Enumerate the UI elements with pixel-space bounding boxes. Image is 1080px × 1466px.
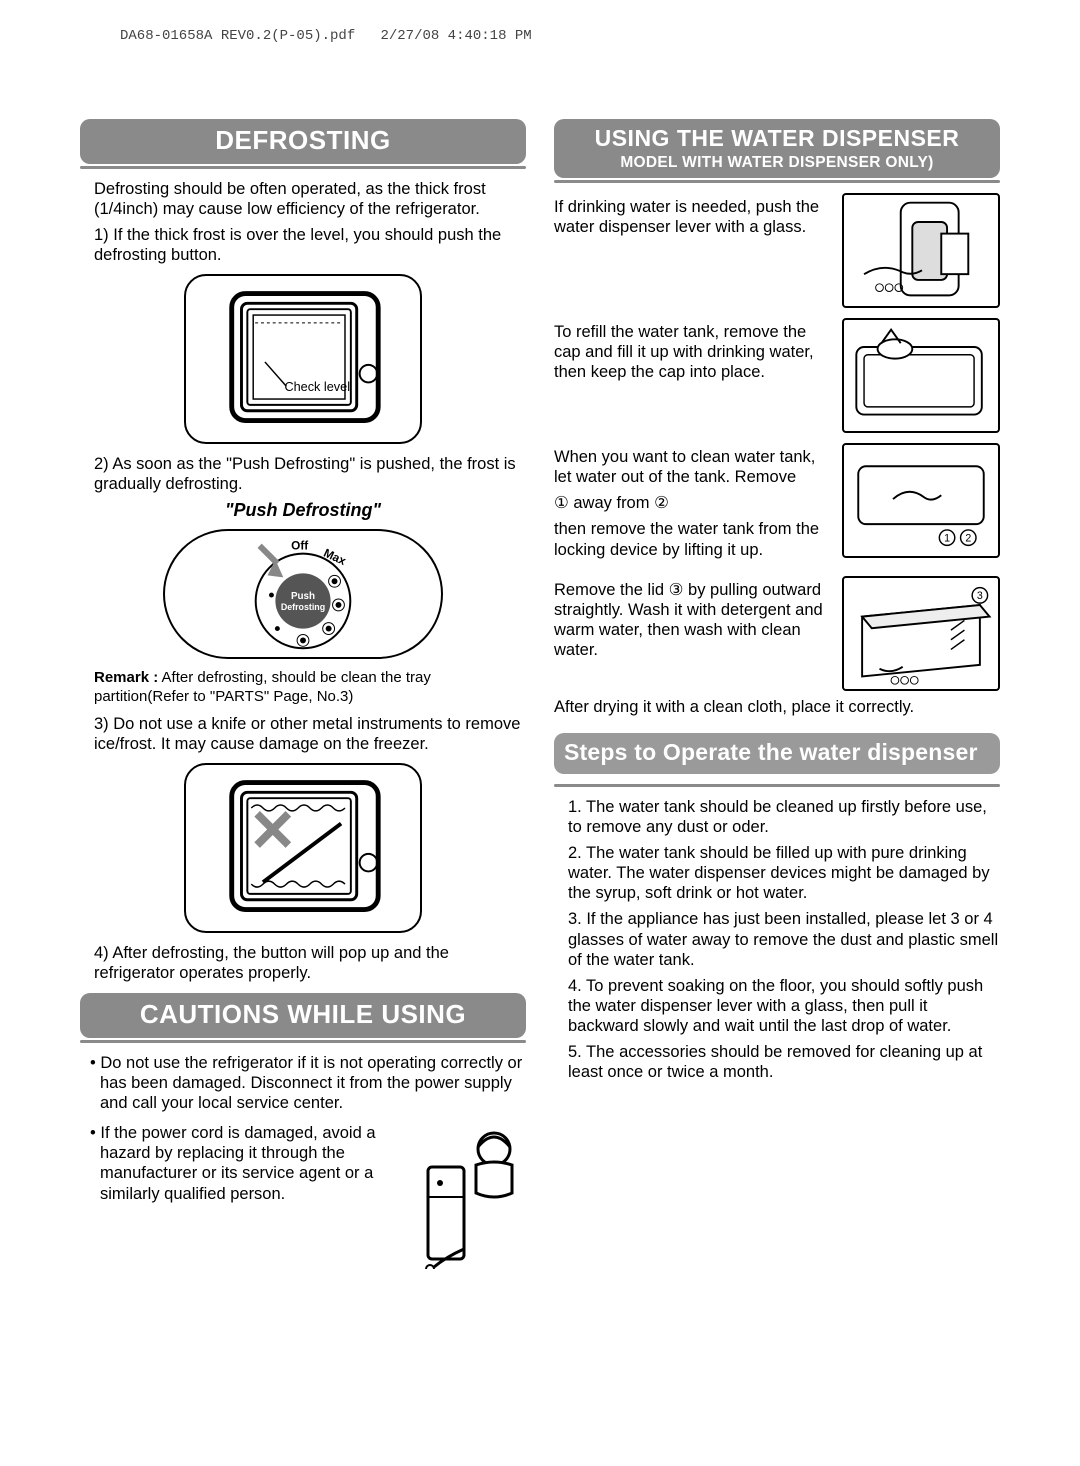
remove-tank-icon: 1 2	[842, 443, 1000, 558]
dispenser-p3d: Remove the lid ③ by pulling outward stra…	[554, 580, 832, 661]
dispenser-heading: USING THE WATER DISPENSER	[554, 119, 1000, 154]
svg-text:3: 3	[977, 590, 983, 602]
remove-lid-icon: 3	[842, 576, 1000, 691]
cautions-heading: CAUTIONS WHILE USING	[80, 993, 526, 1038]
right-column: USING THE WATER DISPENSER MODEL WITH WAT…	[554, 119, 1000, 1269]
step-1: 1. The water tank should be cleaned up f…	[554, 797, 1000, 837]
dispenser-p4: After drying it with a clean cloth, plac…	[554, 697, 1000, 717]
service-person-icon	[416, 1119, 526, 1269]
defrost-remark: Remark : After defrosting, should be cle…	[80, 669, 526, 707]
svg-text:Off: Off	[291, 538, 308, 552]
dispenser-row-1: If drinking water is needed, push the wa…	[554, 193, 1000, 308]
caution-2: • If the power cord is damaged, avoid a …	[80, 1123, 408, 1204]
pdf-filename: DA68-01658A REV0.2(P-05).pdf	[120, 28, 355, 44]
svg-text:Push: Push	[291, 591, 315, 602]
svg-text:Check level: Check level	[284, 380, 350, 394]
step-3: 3. If the appliance has just been instal…	[554, 909, 1000, 969]
dispenser-p1: If drinking water is needed, push the wa…	[554, 197, 832, 237]
no-knife-diagram-icon	[184, 763, 422, 933]
pdf-meta: DA68-01658A REV0.2(P-05).pdf 2/27/08 4:4…	[120, 28, 1000, 44]
remark-label: Remark :	[94, 669, 158, 686]
freezer-diagram-icon: Check level	[184, 274, 422, 444]
dispenser-p3b: ① away from ②	[554, 493, 832, 513]
glass-push-icon	[842, 193, 1000, 308]
left-column: DEFROSTING Defrosting should be often op…	[80, 119, 526, 1269]
heading-underline-3	[554, 180, 1000, 183]
figure-no-knife	[80, 763, 526, 933]
defrost-intro: Defrosting should be often operated, as …	[80, 179, 526, 219]
dispenser-row-4: Remove the lid ③ by pulling outward stra…	[554, 576, 1000, 691]
dispenser-p2: To refill the water tank, remove the cap…	[554, 322, 832, 382]
svg-text:1: 1	[944, 533, 950, 545]
dispenser-row-3: When you want to clean water tank, let w…	[554, 443, 1000, 566]
svg-text:Defrosting: Defrosting	[281, 602, 325, 612]
step-4: 4. To prevent soaking on the floor, you …	[554, 976, 1000, 1036]
caution-2-row: • If the power cord is damaged, avoid a …	[80, 1119, 526, 1269]
dispenser-row-2: To refill the water tank, remove the cap…	[554, 318, 1000, 433]
defrosting-heading: DEFROSTING	[80, 119, 526, 164]
heading-underline	[80, 166, 526, 169]
dial-diagram-icon: Push Defrosting Off Max	[163, 529, 443, 659]
step-2: 2. The water tank should be filled up wi…	[554, 843, 1000, 903]
refill-tank-icon	[842, 318, 1000, 433]
caution-1: • Do not use the refrigerator if it is n…	[80, 1053, 526, 1113]
figure-check-level: Check level	[80, 274, 526, 444]
heading-underline-4	[554, 784, 1000, 787]
dial-caption: "Push Defrosting"	[80, 500, 526, 521]
defrost-step4: 4) After defrosting, the button will pop…	[80, 943, 526, 983]
step-5: 5. The accessories should be removed for…	[554, 1042, 1000, 1082]
steps-heading: Steps to Operate the water dispenser	[554, 733, 1000, 774]
dispenser-p3a: When you want to clean water tank, let w…	[554, 447, 832, 487]
dispenser-p3c: then remove the water tank from the lock…	[554, 519, 832, 559]
svg-text:2: 2	[965, 533, 971, 545]
defrost-step3: 3) Do not use a knife or other metal ins…	[80, 714, 526, 754]
defrost-step1: 1) If the thick frost is over the level,…	[80, 225, 526, 265]
pdf-timestamp: 2/27/08 4:40:18 PM	[380, 28, 531, 44]
figure-dial: Push Defrosting Off Max	[80, 529, 526, 659]
dispenser-subheading: MODEL WITH WATER DISPENSER ONLY)	[554, 154, 1000, 178]
heading-underline-2	[80, 1040, 526, 1043]
defrost-step2: 2) As soon as the "Push Defrosting" is p…	[80, 454, 526, 494]
